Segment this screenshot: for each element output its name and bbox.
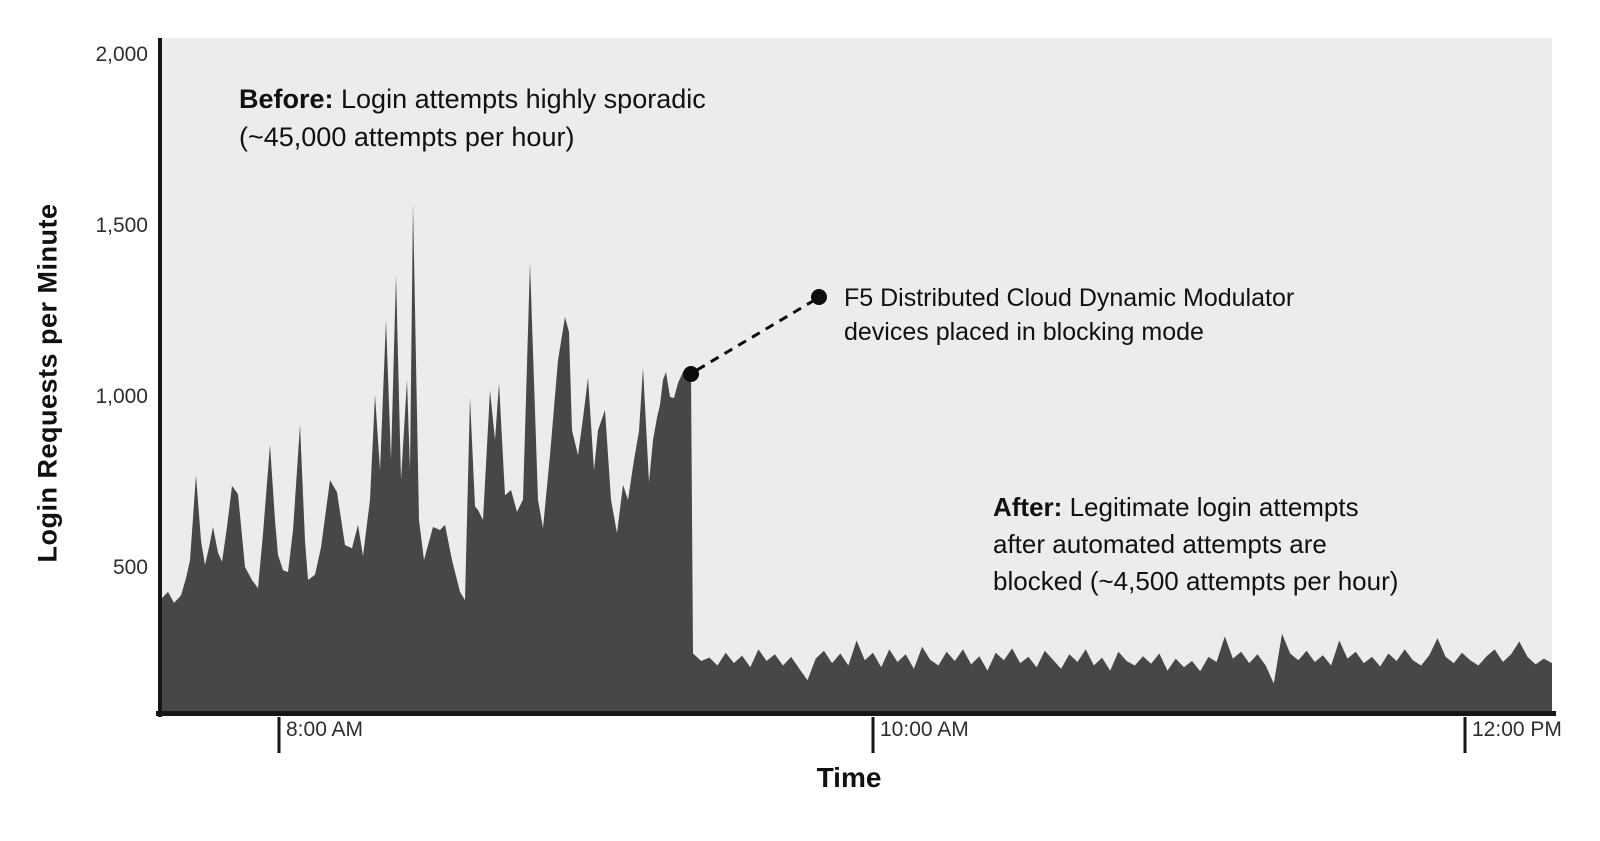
y-axis-title: Login Requests per Minute: [32, 203, 63, 563]
annotation-after-bold: After:: [993, 492, 1063, 522]
y-tick-label-1500: 1,500: [95, 214, 148, 237]
annotation-before-rest: Login attempts highly sporadic: [333, 84, 706, 114]
annotation-modulator-line1: F5 Distributed Cloud Dynamic Modulator: [844, 284, 1295, 312]
annotation-after-rest: Legitimate login attempts: [1062, 492, 1359, 522]
annotation-modulator: F5 Distributed Cloud Dynamic Modulator d…: [844, 281, 1294, 349]
y-tick-label-500: 500: [112, 556, 148, 579]
annotation-before-line1: Before: Login attempts highly sporadic: [239, 80, 706, 118]
x-tick-label-12pm: 12:00 PM: [1472, 718, 1562, 741]
annotation-before: Before: Login attempts highly sporadic (…: [239, 80, 706, 156]
x-tick-label-8am: 8:00 AM: [286, 718, 364, 741]
annotation-modulator-line2: devices placed in blocking mode: [844, 318, 1204, 346]
x-tick-label-10am: 10:00 AM: [880, 718, 969, 741]
annotation-after-line3: blocked (~4,500 attempts per hour): [993, 566, 1399, 596]
annotation-before-bold: Before:: [239, 84, 334, 114]
annotation-after-line2: after automated attempts are: [993, 529, 1327, 559]
annotation-before-line2: (~45,000 attempts per hour): [239, 122, 575, 152]
x-axis-title: Time: [816, 762, 882, 793]
y-tick-label-2000: 2,000: [95, 43, 148, 66]
y-tick-label-1000: 1,000: [95, 385, 148, 408]
annotation-after-line1: After: Legitimate login attempts: [993, 489, 1398, 526]
annotation-after: After: Legitimate login attempts after a…: [993, 489, 1398, 600]
